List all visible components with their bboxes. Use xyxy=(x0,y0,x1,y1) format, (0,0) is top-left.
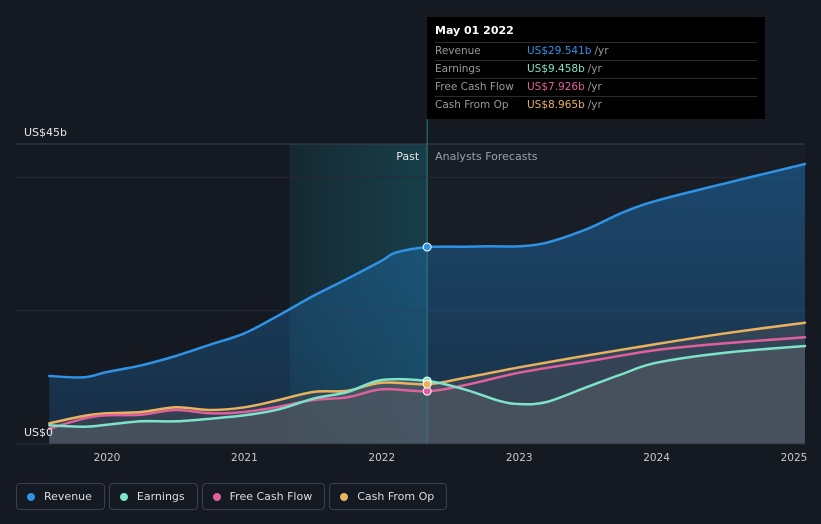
legend-item-free-cash-flow[interactable]: Free Cash Flow xyxy=(201,483,326,510)
tooltip-value: US$7.926b xyxy=(527,81,585,93)
tooltip-value: US$9.458b xyxy=(527,63,585,75)
y-axis-label-bottom: US$0 xyxy=(24,426,53,439)
legend-item-earnings[interactable]: Earnings xyxy=(108,483,198,510)
tooltip-label: Revenue xyxy=(435,45,481,57)
tooltip-label: Free Cash Flow xyxy=(435,81,514,93)
legend-label: Free Cash Flow xyxy=(229,490,313,503)
tooltip-unit: /yr xyxy=(587,81,602,93)
tooltip-row-free-cash-flow: Free Cash Flow US$7.926b /yr xyxy=(435,78,757,96)
legend-dot-icon xyxy=(340,492,349,501)
x-tick-label: 2025 xyxy=(781,452,808,464)
cash-from-op-line xyxy=(48,321,807,425)
free-cash-flow-line xyxy=(48,336,807,430)
tooltip-label: Cash From Op xyxy=(435,99,509,111)
tooltip-row-cash-from-op: Cash From Op US$8.965b /yr xyxy=(435,96,757,114)
tooltip-unit: /yr xyxy=(587,63,602,75)
y-axis-label-top: US$45b xyxy=(24,126,67,139)
forecast-label: Analysts Forecasts xyxy=(435,150,538,163)
legend: Revenue Earnings Free Cash Flow Cash Fro… xyxy=(16,483,448,510)
tooltip-value: US$29.541b xyxy=(527,45,592,57)
earnings-line xyxy=(48,344,807,428)
tooltip-value: US$8.965b xyxy=(527,99,585,111)
tooltip-unit: /yr xyxy=(587,99,602,111)
tooltip-unit: /yr xyxy=(594,45,609,57)
tooltip-label: Earnings xyxy=(435,63,481,75)
x-tick-label: 2020 xyxy=(94,452,121,464)
legend-item-revenue[interactable]: Revenue xyxy=(16,483,105,510)
legend-dot-icon xyxy=(27,492,35,501)
tooltip-date: May 01 2022 xyxy=(435,24,514,37)
legend-dot-icon xyxy=(119,492,128,501)
past-label: Past xyxy=(396,150,420,163)
legend-label: Earnings xyxy=(136,490,185,503)
tooltip: May 01 2022 Revenue US$29.541b /yr Earni… xyxy=(427,17,765,119)
legend-label: Revenue xyxy=(44,490,92,503)
cash-from-op-marker xyxy=(422,379,432,389)
tooltip-row-revenue: Revenue US$29.541b /yr xyxy=(435,42,757,60)
x-tick-label: 2024 xyxy=(643,452,670,464)
legend-label: Cash From Op xyxy=(357,490,435,503)
x-tick-label: 2022 xyxy=(368,452,395,464)
legend-dot-icon xyxy=(212,492,221,501)
x-tick-label: 2021 xyxy=(231,452,258,464)
legend-item-cash-from-op[interactable]: Cash From Op xyxy=(329,483,448,510)
x-tick-label: 2023 xyxy=(506,452,533,464)
revenue-line xyxy=(48,162,807,379)
tooltip-row-earnings: Earnings US$9.458b /yr xyxy=(435,60,757,78)
revenue-marker xyxy=(422,242,432,252)
